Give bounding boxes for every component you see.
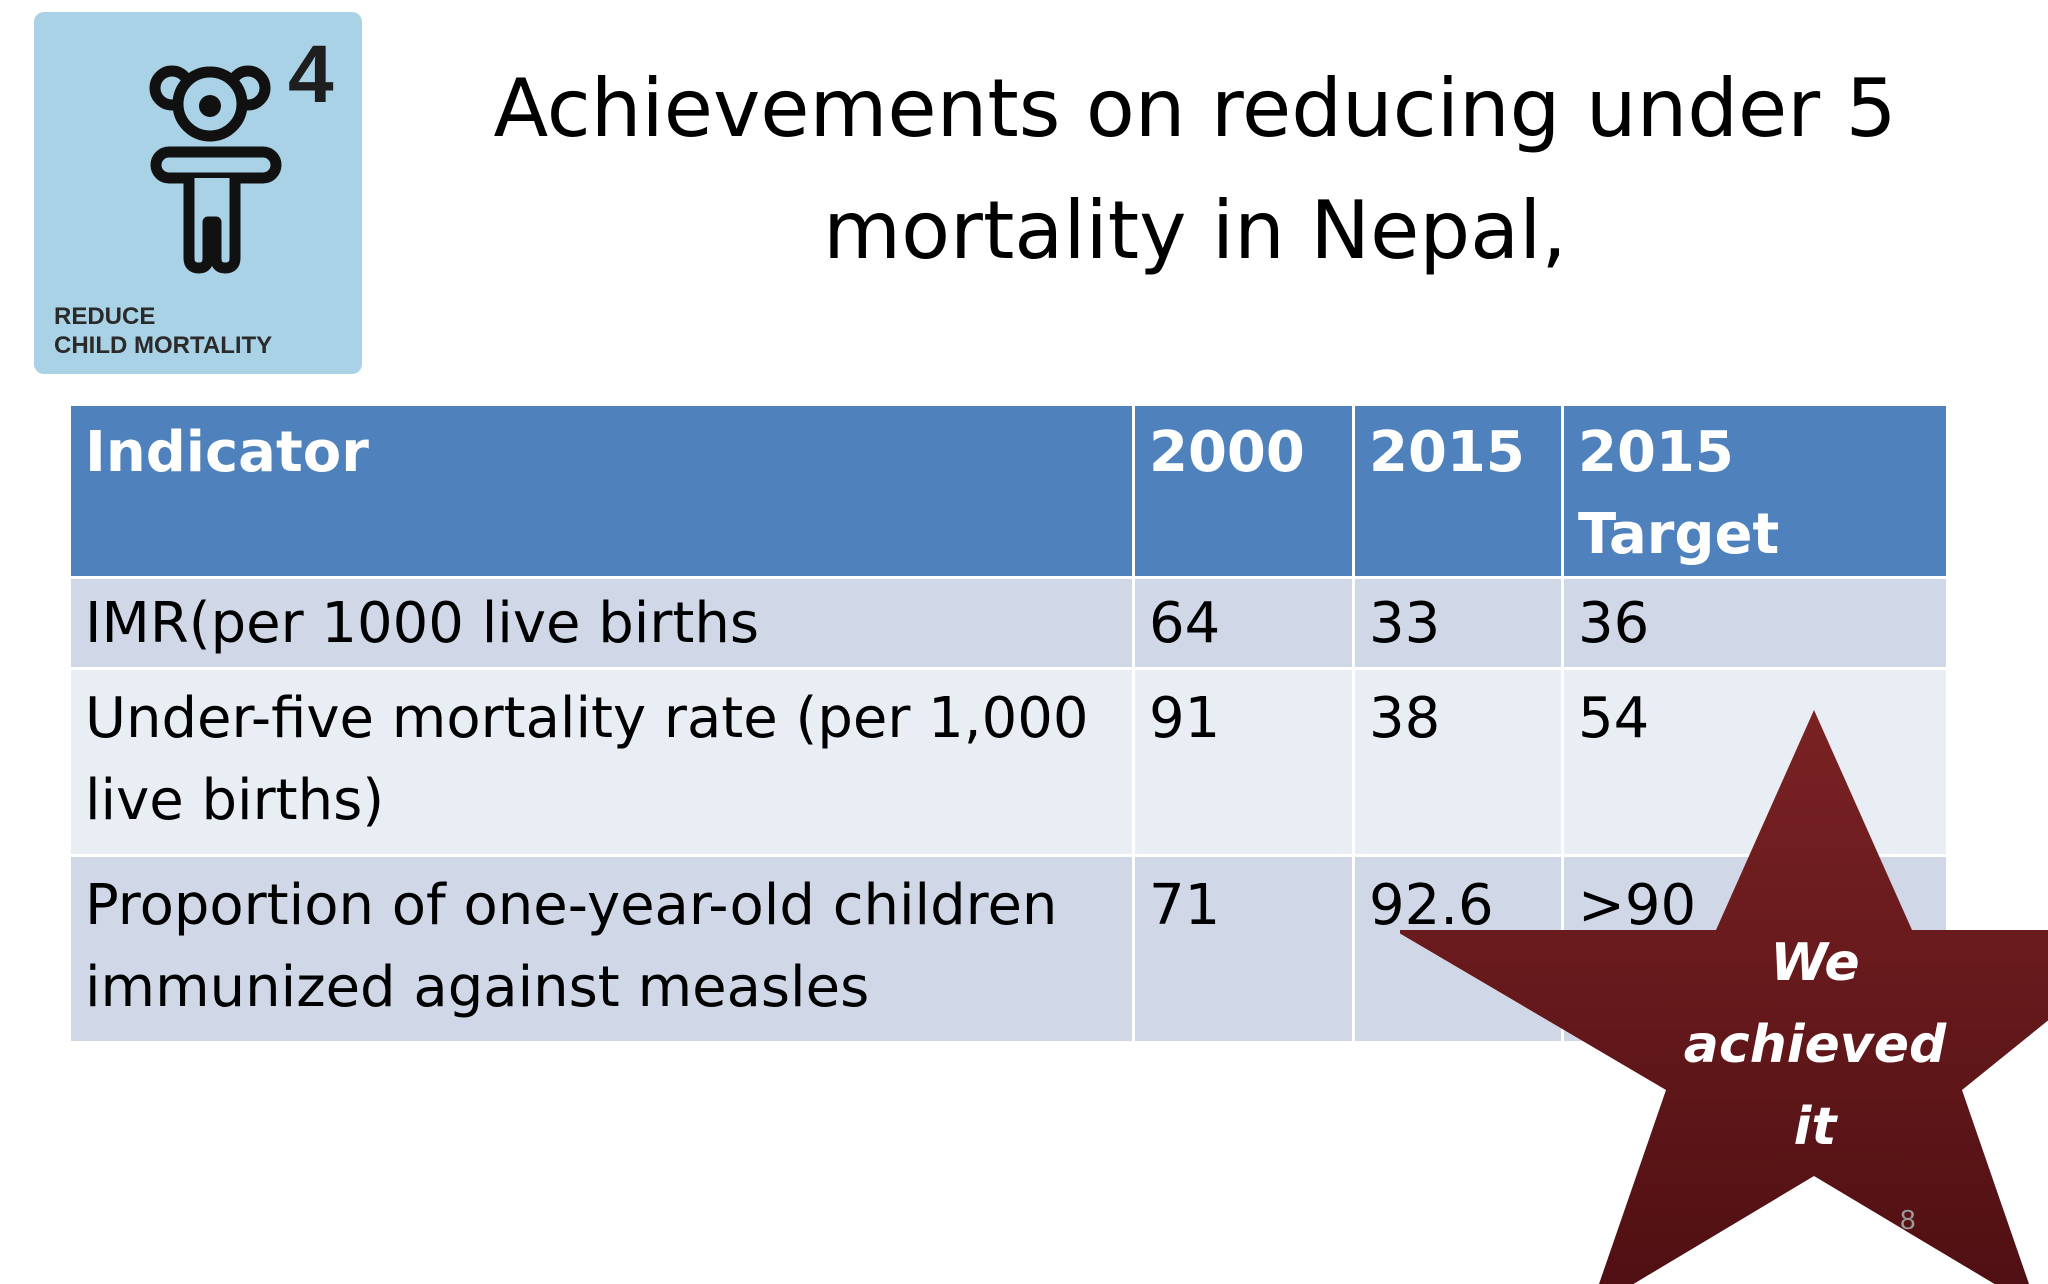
goal-caption: REDUCE CHILD MORTALITY [54,302,272,360]
slide-number: 8 [1900,1204,1916,1235]
cell-2015: 33 [1352,576,1564,670]
cell-2015-target: 36 [1561,576,1949,670]
table-row: Under-five mortality rate (per 1,000 liv… [68,667,1949,857]
goal-caption-line2: CHILD MORTALITY [54,332,273,359]
cell-2000: 71 [1132,854,1355,1044]
star-badge-text: We achieved it [1635,922,1995,1168]
header-2015-target: 2015 Target [1561,403,1949,579]
slide-title: Achievements on reducing under 5 mortali… [440,48,1950,292]
star-badge-line1: We [1770,933,1860,993]
goal-number: 4 [288,29,334,120]
mdg-goal-4-badge: 4 REDUCE CHILD MORTALITY [34,12,362,374]
cell-2015-target: 54 [1561,667,1949,857]
star-badge-line2: achieved [1683,1015,1947,1075]
table-header-row: Indicator 2000 2015 2015 Target [68,403,1949,579]
header-indicator: Indicator [68,403,1135,579]
cell-indicator: Under-five mortality rate (per 1,000 liv… [68,667,1135,857]
star-badge-line3: it [1793,1097,1837,1157]
star-badge [1400,710,2048,1284]
slide-title-line2: mortality in Nepal, [823,184,1567,277]
child-figure-icon [149,65,282,274]
cell-2000: 91 [1132,667,1355,857]
cell-indicator: Proportion of one-year-old children immu… [68,854,1135,1044]
star-icon [1400,710,2048,1284]
header-2015: 2015 [1352,403,1564,579]
table-row: IMR(per 1000 live births 64 33 36 [68,576,1949,670]
slide-title-line1: Achievements on reducing under 5 [493,62,1897,155]
cell-2015: 38 [1352,667,1564,857]
header-2000: 2000 [1132,403,1355,579]
cell-2000: 64 [1132,576,1355,670]
goal-caption-line1: REDUCE [54,303,156,330]
cell-indicator: IMR(per 1000 live births [68,576,1135,670]
